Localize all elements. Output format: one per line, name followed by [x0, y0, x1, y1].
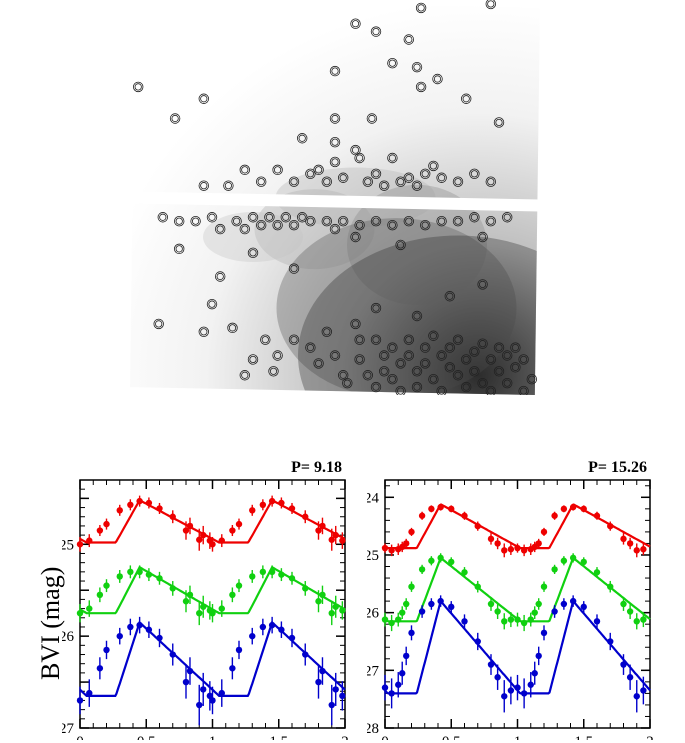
svg-text:25: 25 [367, 548, 379, 564]
light-curve-chart-left: 00.511.5225262724025P= 9.18 [62, 452, 349, 740]
svg-text:2: 2 [341, 734, 349, 740]
svg-text:1.5: 1.5 [574, 734, 593, 740]
svg-text:27: 27 [367, 663, 380, 679]
astronomical-image-panel [130, 0, 540, 395]
svg-text:0: 0 [381, 734, 389, 740]
svg-text:1.5: 1.5 [269, 734, 288, 740]
svg-text:0.5: 0.5 [442, 734, 461, 740]
svg-text:P= 15.26: P= 15.26 [588, 459, 647, 476]
svg-text:25: 25 [62, 537, 74, 553]
light-curve-chart-right: 00.511.52242526272834729P= 15.26 [367, 452, 654, 740]
svg-text:24: 24 [367, 490, 380, 506]
figure-wrapper: BVI (mag) 00.511.5225262724025P= 9.18 00… [0, 0, 685, 743]
svg-text:1: 1 [514, 734, 522, 740]
svg-text:0.5: 0.5 [137, 734, 156, 740]
svg-text:28: 28 [367, 721, 379, 737]
svg-text:26: 26 [62, 629, 75, 645]
svg-text:27: 27 [62, 721, 75, 737]
svg-text:2: 2 [646, 734, 654, 740]
svg-text:0: 0 [76, 734, 84, 740]
svg-text:26: 26 [367, 606, 380, 622]
svg-text:P= 9.18: P= 9.18 [291, 459, 342, 476]
svg-text:1: 1 [209, 734, 217, 740]
